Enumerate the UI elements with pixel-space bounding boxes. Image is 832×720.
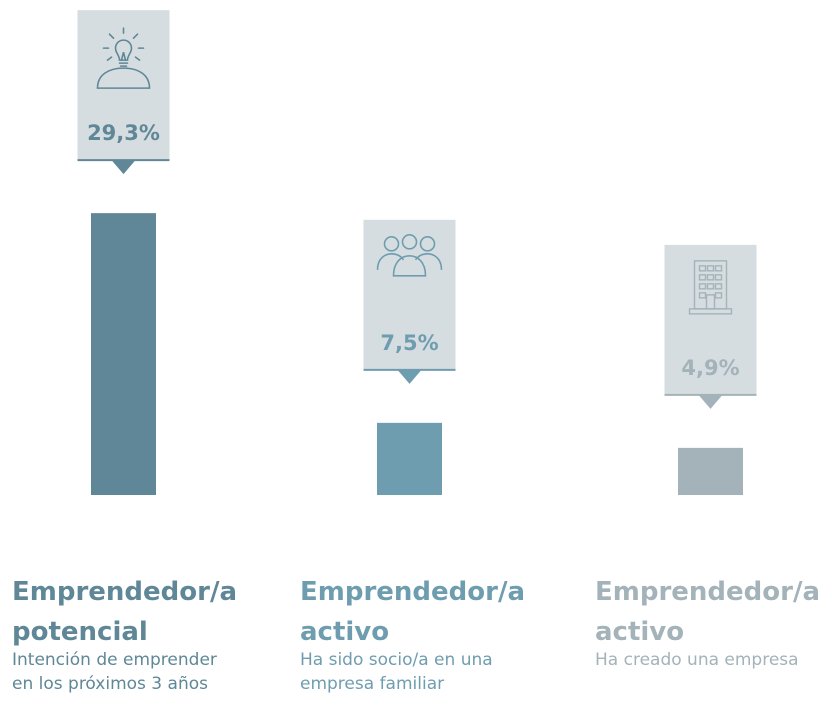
callout-box	[363, 219, 456, 370]
value-label: 7,5%	[380, 331, 438, 355]
category-title: Emprendedor/a	[595, 577, 820, 607]
category-description: en los próximos 3 años	[12, 674, 208, 694]
callout-box	[77, 10, 170, 161]
category-description: Intención de emprender	[12, 650, 217, 670]
category-title: activo	[595, 617, 684, 647]
category-description: empresa familiar	[300, 674, 444, 694]
category-description: Ha creado una empresa	[595, 650, 799, 670]
category-title: Emprendedor/a	[300, 577, 525, 607]
category-title: potencial	[12, 617, 148, 647]
bar	[91, 213, 156, 495]
callout-pointer	[111, 160, 136, 175]
callout-pointer	[397, 369, 422, 384]
category-description: Ha sido socio/a en una	[300, 650, 493, 670]
value-label: 4,9%	[681, 356, 739, 380]
callout-box	[664, 244, 757, 395]
value-label: 29,3%	[87, 121, 160, 145]
callout-pointer	[698, 394, 723, 409]
category-title: activo	[300, 617, 389, 647]
bar	[678, 447, 743, 495]
category-title: Emprendedor/a	[12, 577, 237, 607]
bar	[377, 422, 442, 495]
